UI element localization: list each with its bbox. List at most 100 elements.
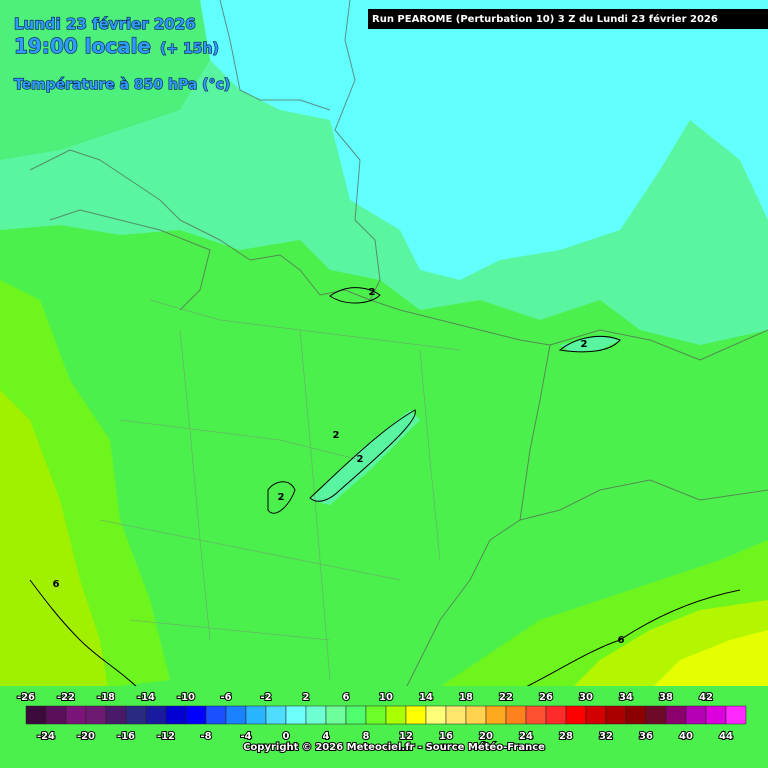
legend-swatch xyxy=(685,705,707,725)
legend-swatch xyxy=(85,705,107,725)
contour-label: 2 xyxy=(581,339,588,350)
legend-label-bottom: -20 xyxy=(77,731,95,742)
legend-swatch xyxy=(405,705,427,725)
parameter-label: Température à 850 hPa (°c) xyxy=(14,77,230,93)
legend-label-top: 18 xyxy=(459,692,473,703)
legend-label-top: -2 xyxy=(260,692,271,703)
legend-label-bottom: 28 xyxy=(559,731,573,742)
legend-swatch xyxy=(365,705,387,725)
legend-label-bottom: 44 xyxy=(719,731,733,742)
legend-label-bottom: 0 xyxy=(283,731,290,742)
legend-label-bottom: 24 xyxy=(519,731,533,742)
legend-swatch xyxy=(225,705,247,725)
contour-label: 6 xyxy=(53,579,60,590)
legend-label-bottom: 12 xyxy=(399,731,413,742)
legend-label-top: 34 xyxy=(619,692,633,703)
legend-label-top: -18 xyxy=(97,692,115,703)
field-greenmint xyxy=(0,0,210,160)
legend-label-bottom: 16 xyxy=(439,731,453,742)
legend-label-bottom: -12 xyxy=(157,731,175,742)
border-coast xyxy=(49,209,211,311)
copyright: Copyright © 2026 Meteociel.fr - Source M… xyxy=(243,741,545,753)
legend-swatch xyxy=(25,705,47,725)
legend-swatch xyxy=(645,705,667,725)
contour-label: 6 xyxy=(618,635,625,646)
legend-swatch xyxy=(145,705,167,725)
field-yellow-alps xyxy=(640,630,768,700)
legend-swatch xyxy=(185,705,207,725)
legend-swatch xyxy=(445,705,467,725)
legend-background xyxy=(0,686,768,768)
legend-label-bottom: 40 xyxy=(679,731,693,742)
legend-label-top: 14 xyxy=(419,692,433,703)
legend-swatch xyxy=(585,705,607,725)
legend-label-top: -26 xyxy=(17,692,35,703)
border-switzerland xyxy=(519,479,768,521)
legend-swatch xyxy=(565,705,587,725)
legend-swatch xyxy=(705,705,727,725)
legend-label-top: 10 xyxy=(379,692,393,703)
legend-swatch xyxy=(305,705,327,725)
border-north xyxy=(219,0,331,111)
legend-swatch xyxy=(665,705,687,725)
field-yellowgreen xyxy=(0,390,110,700)
contour xyxy=(267,481,296,514)
legend-label-bottom: 8 xyxy=(363,731,370,742)
contour xyxy=(309,409,416,502)
legend-label-top: 42 xyxy=(699,692,713,703)
contour-label: 2 xyxy=(278,492,285,503)
run-box xyxy=(368,9,768,29)
border-belgium xyxy=(334,0,381,301)
contour-label: 2 xyxy=(357,454,364,465)
legend-swatch xyxy=(385,705,407,725)
legend-swatch xyxy=(505,705,527,725)
legend-swatch xyxy=(205,705,227,725)
legend-label-top: 2 xyxy=(303,692,310,703)
legend-swatch xyxy=(485,705,507,725)
field-cyan xyxy=(200,0,768,280)
contour-label: 2 xyxy=(369,287,376,298)
legend-label-bottom: -16 xyxy=(117,731,135,742)
legend-label-bottom: 20 xyxy=(479,731,493,742)
run-label: Run PEAROME (Perturbation 10) 3 Z du Lun… xyxy=(372,13,718,25)
legend-label-bottom: 4 xyxy=(323,731,330,742)
legend-swatch xyxy=(525,705,547,725)
legend-label-bottom: -8 xyxy=(200,731,211,742)
legend-label-top: 6 xyxy=(343,692,350,703)
legend-swatch xyxy=(345,705,367,725)
time-label: 19:00 locale xyxy=(14,34,151,58)
regions xyxy=(99,299,461,681)
legend-swatch xyxy=(425,705,447,725)
date-label: Lundi 23 février 2026 xyxy=(14,15,196,33)
legend-swatch xyxy=(625,705,647,725)
border-france xyxy=(29,149,551,701)
legend-swatch xyxy=(105,705,127,725)
field-cool-patch-2 xyxy=(560,335,620,352)
legend-label-top: 26 xyxy=(539,692,553,703)
legend-swatch xyxy=(465,705,487,725)
contour xyxy=(519,589,741,691)
legend-label-top: -22 xyxy=(57,692,75,703)
legend-label-bottom: 36 xyxy=(639,731,653,742)
legend-label-top: 22 xyxy=(499,692,513,703)
legend-swatch xyxy=(165,705,187,725)
legend-swatch xyxy=(125,705,147,725)
field-cool-patch xyxy=(310,410,420,505)
legend-swatch xyxy=(725,705,747,725)
legend-label-top: -6 xyxy=(220,692,231,703)
contour xyxy=(558,335,621,353)
legend-swatch xyxy=(65,705,87,725)
legend-label-bottom: -24 xyxy=(37,731,55,742)
legend-label-top: -14 xyxy=(137,692,155,703)
offset-label: (+ 15h) xyxy=(160,41,219,57)
legend-label-top: -10 xyxy=(177,692,195,703)
legend: -26 -22 -18 -14 -10 -6 -2 2 6 10 14 18 22 26 30 34 38 42-… xyxy=(16,691,747,743)
legend-swatch xyxy=(545,705,567,725)
legend-swatch xyxy=(285,705,307,725)
legend-swatch xyxy=(605,705,627,725)
legend-swatch xyxy=(325,705,347,725)
contour-label: 2 xyxy=(333,430,340,441)
